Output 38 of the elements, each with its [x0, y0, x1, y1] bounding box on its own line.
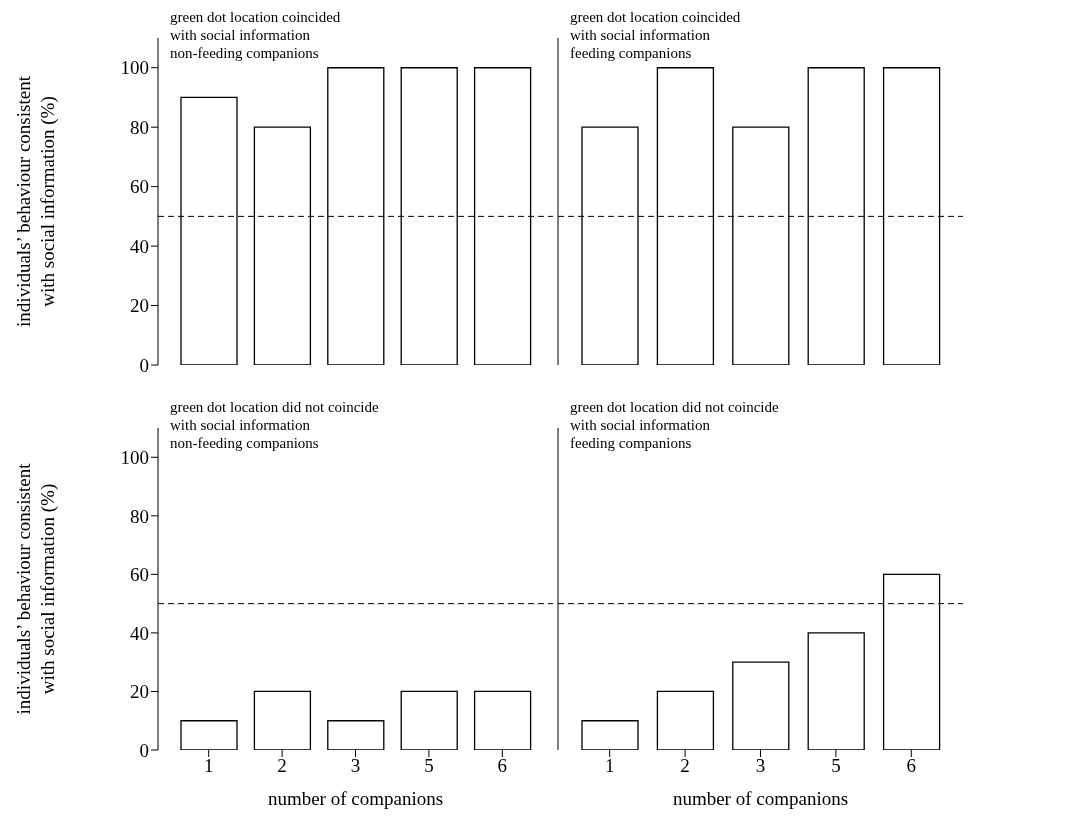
x-tick-label: 5 [831, 755, 841, 777]
y-axis-title: individuals’ behaviour consistent with social information (%) [13, 462, 59, 715]
y-tick-label: 0 [139, 739, 149, 761]
y-tick-label: 60 [130, 176, 149, 198]
y-tick-label: 80 [130, 505, 149, 527]
annotation: with social information [570, 416, 711, 434]
x-tick-label: 6 [497, 755, 508, 777]
x-tick-label: 3 [350, 755, 361, 777]
y-tick-label: 40 [130, 235, 149, 257]
annotation: with social information [170, 416, 311, 434]
y-tick-label: 80 [130, 116, 149, 138]
text: green dot location coincided [170, 8, 341, 26]
y-tick-label: 20 [130, 295, 149, 317]
y-tick-label: 20 [130, 681, 149, 703]
y-tick-label: 60 [130, 564, 149, 586]
x-axis-title: number of companions [267, 788, 444, 809]
annotation: with social information [570, 26, 711, 44]
x-tick-label: 1 [203, 755, 214, 777]
x-tick-label: 5 [424, 755, 434, 777]
x-tick-label: 1 [604, 755, 615, 777]
y-tick-label: 100 [120, 447, 149, 469]
text: green dot location did not coincide [570, 398, 779, 416]
x-tick-label: 2 [680, 755, 690, 777]
y-tick-label: 100 [120, 57, 149, 79]
y-tick-label: 40 [130, 622, 149, 644]
annotation: non-feeding companions [170, 434, 320, 452]
x-tick-label: 3 [755, 755, 766, 777]
annotation: feeding companions [570, 44, 693, 62]
annotation: feeding companions [570, 434, 693, 452]
annotation: with social information [170, 26, 311, 44]
annotation: non-feeding companions [170, 44, 320, 62]
text: green dot location did not coincide [170, 398, 379, 416]
x-tick-label: 2 [277, 755, 287, 777]
x-tick-label: 6 [906, 755, 917, 777]
x-axis-title: number of companions [672, 788, 849, 809]
y-axis-title: individuals’ behaviour consistent with social information (%) [13, 75, 59, 327]
y-tick-label: 0 [139, 354, 149, 376]
text: green dot location coincided [570, 8, 741, 26]
